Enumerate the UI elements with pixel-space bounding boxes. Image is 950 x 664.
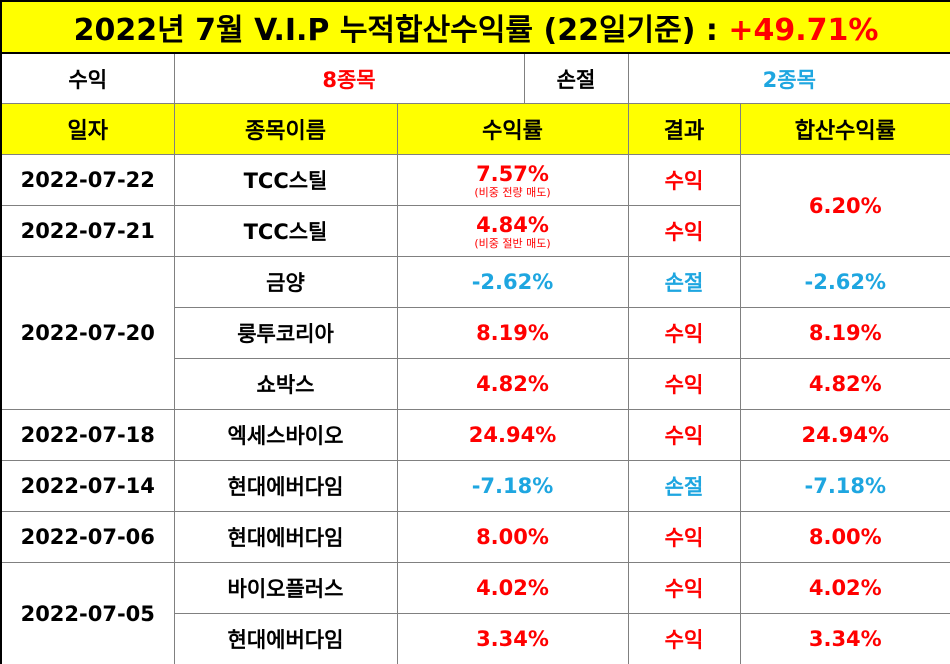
row-stock-name: 쇼박스 (173, 358, 398, 410)
summary-profit-count: 8종목 (173, 52, 525, 104)
row-date: 2022-07-20 (0, 256, 175, 410)
row-return-rate: -7.18% (396, 460, 629, 512)
row-date: 2022-07-18 (0, 409, 175, 461)
return-rate-note: (비중 전량 매도) (474, 185, 551, 199)
table-row: 2022-07-22 TCC스틸 7.57% (비중 전량 매도) 수익 6.2… (0, 154, 950, 257)
row-date: 2022-07-14 (0, 460, 175, 512)
table-row: 2022-07-20 금양 -2.62% 손절 -2.62% (0, 256, 950, 410)
row-return-rate: 4.84% (비중 절반 매도) (396, 205, 629, 257)
header-row: 일자 종목이름 수익률 결과 합산수익률 (0, 103, 950, 155)
summary-row: 수익 8종목 손절 2종목 (0, 52, 950, 104)
row-stock-name: 룽투코리아 (173, 307, 398, 359)
row-cumulative-return: 3.34% (739, 613, 950, 664)
return-rate-value: 7.57% (476, 161, 549, 186)
row-return-rate: 4.02% (396, 562, 629, 614)
title-row: 2022년 7월 V.I.P 누적합산수익률 (22일기준) : +49.71% (0, 0, 950, 54)
row-result: 손절 (627, 256, 741, 308)
title-total-return: +49.71% (728, 13, 879, 48)
row-cumulative-return: 4.82% (739, 358, 950, 410)
row-return-rate: 24.94% (396, 409, 629, 461)
table-row: 2022-07-06 현대에버다임 8.00% 수익 8.00% (0, 511, 950, 563)
row-return-rate: 3.34% (396, 613, 629, 664)
header-stock-name: 종목이름 (173, 103, 398, 155)
summary-loss-count: 2종목 (627, 52, 950, 104)
row-date: 2022-07-21 (0, 205, 175, 257)
row-cumulative-return: 8.00% (739, 511, 950, 563)
row-result: 수익 (627, 154, 741, 206)
page-title: 2022년 7월 V.I.P 누적합산수익률 (22일기준) : +49.71% (0, 0, 950, 54)
return-rate-value: 4.84% (476, 212, 549, 237)
summary-profit-label: 수익 (0, 52, 175, 104)
row-stock-name: TCC스틸 (173, 205, 398, 257)
table-row: 2022-07-21 TCC스틸 4.84% (비중 절반 매도) 수익 (0, 205, 950, 257)
row-stock-name: 금양 (173, 256, 398, 308)
row-date: 2022-07-22 (0, 154, 175, 206)
header-cumulative-return: 합산수익률 (739, 103, 950, 155)
row-stock-name: 현대에버다임 (173, 511, 398, 563)
header-return-rate: 수익률 (396, 103, 629, 155)
table-row: 룽투코리아 8.19% 수익 8.19% (1, 307, 950, 359)
table-row: 2022-07-18 엑세스바이오 24.94% 수익 24.94% (0, 409, 950, 461)
table-row: 쇼박스 4.82% 수익 4.82% (1, 358, 950, 410)
row-return-rate: -2.62% (396, 256, 629, 308)
header-result: 결과 (627, 103, 741, 155)
row-result: 수익 (627, 205, 741, 257)
row-date: 2022-07-05 (0, 562, 175, 664)
row-result: 수익 (627, 409, 741, 461)
row-cumulative-return: 6.20% (739, 154, 950, 257)
row-result: 수익 (627, 511, 741, 563)
title-prefix: 2022년 7월 V.I.P 누적합산수익률 (22일기준) : (73, 13, 729, 48)
row-return-rate: 8.19% (396, 307, 629, 359)
row-result: 수익 (627, 613, 741, 664)
return-rate-note: (비중 절반 매도) (474, 236, 551, 250)
row-stock-name: 현대에버다임 (173, 460, 398, 512)
row-cumulative-return: 24.94% (739, 409, 950, 461)
row-stock-name: 엑세스바이오 (173, 409, 398, 461)
row-stock-name: TCC스틸 (173, 154, 398, 206)
row-stock-name: 바이오플러스 (173, 562, 398, 614)
row-result: 수익 (627, 307, 741, 359)
header-date: 일자 (0, 103, 175, 155)
row-cumulative-return: -2.62% (739, 256, 950, 308)
row-cumulative-return: 4.02% (739, 562, 950, 614)
table-row: 현대에버다임 3.34% 수익 3.34% (1, 613, 950, 664)
row-return-rate: 7.57% (비중 전량 매도) (396, 154, 629, 206)
row-return-rate: 8.00% (396, 511, 629, 563)
row-stock-name: 현대에버다임 (173, 613, 398, 664)
row-cumulative-return: -7.18% (739, 460, 950, 512)
row-return-rate: 4.82% (396, 358, 629, 410)
row-date: 2022-07-06 (0, 511, 175, 563)
row-result: 수익 (627, 358, 741, 410)
row-result: 수익 (627, 562, 741, 614)
table-row: 2022-07-05 바이오플러스 4.02% 수익 4.02% (0, 562, 950, 664)
row-cumulative-return: 8.19% (739, 307, 950, 359)
table-row: 2022-07-14 현대에버다임 -7.18% 손절 -7.18% (0, 460, 950, 512)
summary-loss-label: 손절 (523, 52, 629, 104)
row-result: 손절 (627, 460, 741, 512)
